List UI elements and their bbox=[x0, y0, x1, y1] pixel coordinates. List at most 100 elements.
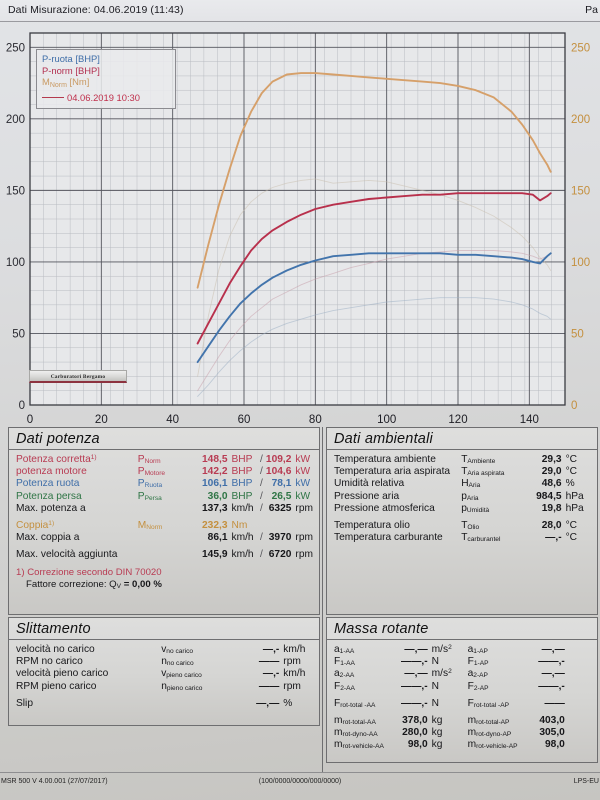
row-symbol bbox=[138, 544, 192, 561]
row-unit-2: kW bbox=[295, 478, 311, 490]
row-label: Potenza persa bbox=[16, 490, 82, 502]
svg-text:250: 250 bbox=[6, 42, 25, 54]
row-unit: rpm bbox=[283, 680, 301, 692]
footer-config-code: (100/0000/0000/000/0000) bbox=[258, 778, 342, 785]
row-value-1: 142,2 bbox=[202, 466, 228, 478]
row-label: Temperatura aria aspirata bbox=[334, 466, 451, 478]
row-symbol: nno carico bbox=[161, 656, 194, 668]
note-line-2: Fattore correzione: QV = 0,00 % bbox=[26, 579, 162, 590]
potenza-table: Potenza corretta1) PNorm 148,5 BHP/109,2 kW p… bbox=[16, 454, 313, 562]
table-row: Slip —,—% bbox=[16, 693, 313, 710]
row-unit-2: kW bbox=[295, 490, 311, 502]
row-label: Temperatura carburante bbox=[334, 532, 443, 544]
row-label: Temperatura ambiente bbox=[334, 454, 436, 465]
row-separator: / bbox=[259, 532, 263, 544]
row-value-1: 145,9 bbox=[202, 549, 228, 561]
row-unit-2: rpm bbox=[295, 532, 313, 544]
table-row: mrot-dyno-AA 280,0 kg mrot-dyno-AP 305,0 bbox=[334, 727, 591, 739]
table-row: F2-AA ——,- N F2-AP ——,- bbox=[334, 681, 591, 693]
table-row: Temperatura olio TOlio 28,0 °C bbox=[334, 515, 591, 532]
row-unit-2: rpm bbox=[295, 549, 313, 561]
panel-slittamento: Slittamento velocità no carico vno carico… bbox=[8, 617, 320, 726]
row-symbol-right: mrot-vehicle-AP bbox=[467, 739, 518, 751]
table-row: Pressione atmosferica pUmidità 19,8 hPa bbox=[334, 503, 591, 515]
row-value-right: ——,- bbox=[538, 680, 565, 692]
row-unit-right bbox=[568, 693, 591, 710]
svg-text:60: 60 bbox=[238, 414, 251, 426]
row-value: —,- bbox=[262, 668, 280, 680]
panel-title-potenza: Dati potenza bbox=[9, 428, 319, 450]
row-unit-left: kg bbox=[431, 714, 443, 726]
row-symbol: vno carico bbox=[161, 644, 194, 655]
row-unit: °C bbox=[565, 454, 578, 465]
row-symbol-right: Frot-total -AP bbox=[467, 697, 510, 709]
row-unit-2: kW bbox=[295, 454, 311, 465]
row-label: velocità no carico bbox=[16, 644, 95, 655]
row-label: RPM no carico bbox=[16, 656, 83, 668]
row-label: Max. velocità aggiunta bbox=[16, 549, 118, 561]
row-unit-left: kg bbox=[431, 739, 443, 751]
row-value-2: 6720 bbox=[268, 549, 292, 561]
page-label: Pa bbox=[585, 4, 598, 16]
row-symbol-right: mrot-dyno-AP bbox=[467, 727, 512, 739]
svg-text:120: 120 bbox=[448, 414, 467, 426]
panel-dati-ambientali: Dati ambientali Temperatura ambiente TAmb… bbox=[326, 427, 598, 615]
row-value: —,- bbox=[262, 644, 280, 655]
row-unit: % bbox=[283, 697, 293, 709]
row-unit-right bbox=[568, 681, 591, 693]
svg-text:80: 80 bbox=[309, 414, 322, 426]
row-value-left: —,— bbox=[404, 644, 428, 655]
row-value-2: 26,5 bbox=[271, 490, 292, 502]
row-unit-left: kg bbox=[431, 727, 443, 739]
row-value: 984,5 bbox=[536, 490, 562, 502]
panel-title-ambientali: Dati ambientali bbox=[327, 428, 597, 450]
row-unit-left: N bbox=[431, 697, 439, 709]
table-row: velocità pieno carico vpieno carico —,- km/… bbox=[16, 668, 313, 680]
row-symbol-left: a1-AA bbox=[334, 644, 355, 655]
correction-note: 1) Correzione secondo DIN 70020 Fattore … bbox=[9, 562, 319, 594]
row-unit: °C bbox=[565, 466, 578, 478]
table-row: Coppia1) MNorm 232,3 Nm bbox=[16, 515, 313, 532]
row-label: RPM pieno carico bbox=[16, 680, 97, 692]
svg-text:0: 0 bbox=[19, 400, 25, 412]
panel-dati-potenza: Dati potenza Potenza corretta1) PNorm 148,… bbox=[8, 427, 320, 615]
row-label: Max. coppia a bbox=[16, 532, 80, 544]
row-unit-1: BHP bbox=[231, 478, 253, 490]
table-row: Potenza ruota PRuota 106,1 BHP / 78,1 kW bbox=[16, 478, 313, 490]
table-row: Umidità relativa HAria 48,6% bbox=[334, 478, 591, 490]
svg-text:50: 50 bbox=[571, 328, 584, 340]
row-value: —,— bbox=[256, 697, 280, 709]
row-symbol-left: a2-AA bbox=[334, 668, 355, 680]
row-value-right: 403,0 bbox=[539, 714, 565, 726]
row-symbol-right: a1-AP bbox=[467, 644, 488, 655]
row-value: 19,8 bbox=[541, 502, 562, 514]
row-value: 29,3 bbox=[541, 454, 562, 465]
row-label: Umidità relativa bbox=[334, 478, 405, 490]
svg-text:150: 150 bbox=[6, 185, 25, 197]
svg-text:0: 0 bbox=[571, 400, 577, 412]
row-value-right: ——,- bbox=[538, 656, 565, 668]
row-unit-1: BHP bbox=[231, 466, 253, 478]
svg-text:50: 50 bbox=[12, 328, 25, 340]
row-unit-2 bbox=[295, 515, 313, 532]
svg-text:100: 100 bbox=[377, 414, 396, 426]
legend-entry-p-ruota: P-ruota [BHP] bbox=[42, 53, 100, 64]
footer-region-code: LPS-EU bbox=[573, 778, 599, 785]
table-row: RPM no carico nno carico —— rpm bbox=[16, 656, 313, 668]
svg-text:40: 40 bbox=[166, 414, 179, 426]
row-unit-right bbox=[568, 710, 591, 727]
row-symbol-left: F2-AA bbox=[334, 680, 355, 692]
table-row: mrot-vehicle-AA 98,0 kg mrot-vehicle-AP 98,0 bbox=[334, 739, 591, 751]
row-label: Max. potenza a bbox=[16, 502, 86, 514]
row-symbol-right: mrot-total-AP bbox=[467, 714, 510, 726]
row-label: potenza motore bbox=[16, 466, 87, 478]
slittamento-table: velocità no carico vno carico —,- km/h RPM n… bbox=[16, 644, 313, 710]
row-symbol: PRuota bbox=[137, 478, 163, 490]
panel-massa-rotante: Massa rotante a1-AA —,— m/s2 a1-AP —,— F1-AA —… bbox=[326, 617, 598, 763]
row-separator: / bbox=[259, 490, 263, 502]
svg-text:200: 200 bbox=[571, 114, 590, 126]
row-symbol: TAmbiente bbox=[461, 454, 496, 465]
row-unit-right bbox=[568, 739, 591, 751]
row-label: Slip bbox=[16, 697, 33, 709]
row-symbol-right: F2-AP bbox=[467, 680, 489, 692]
